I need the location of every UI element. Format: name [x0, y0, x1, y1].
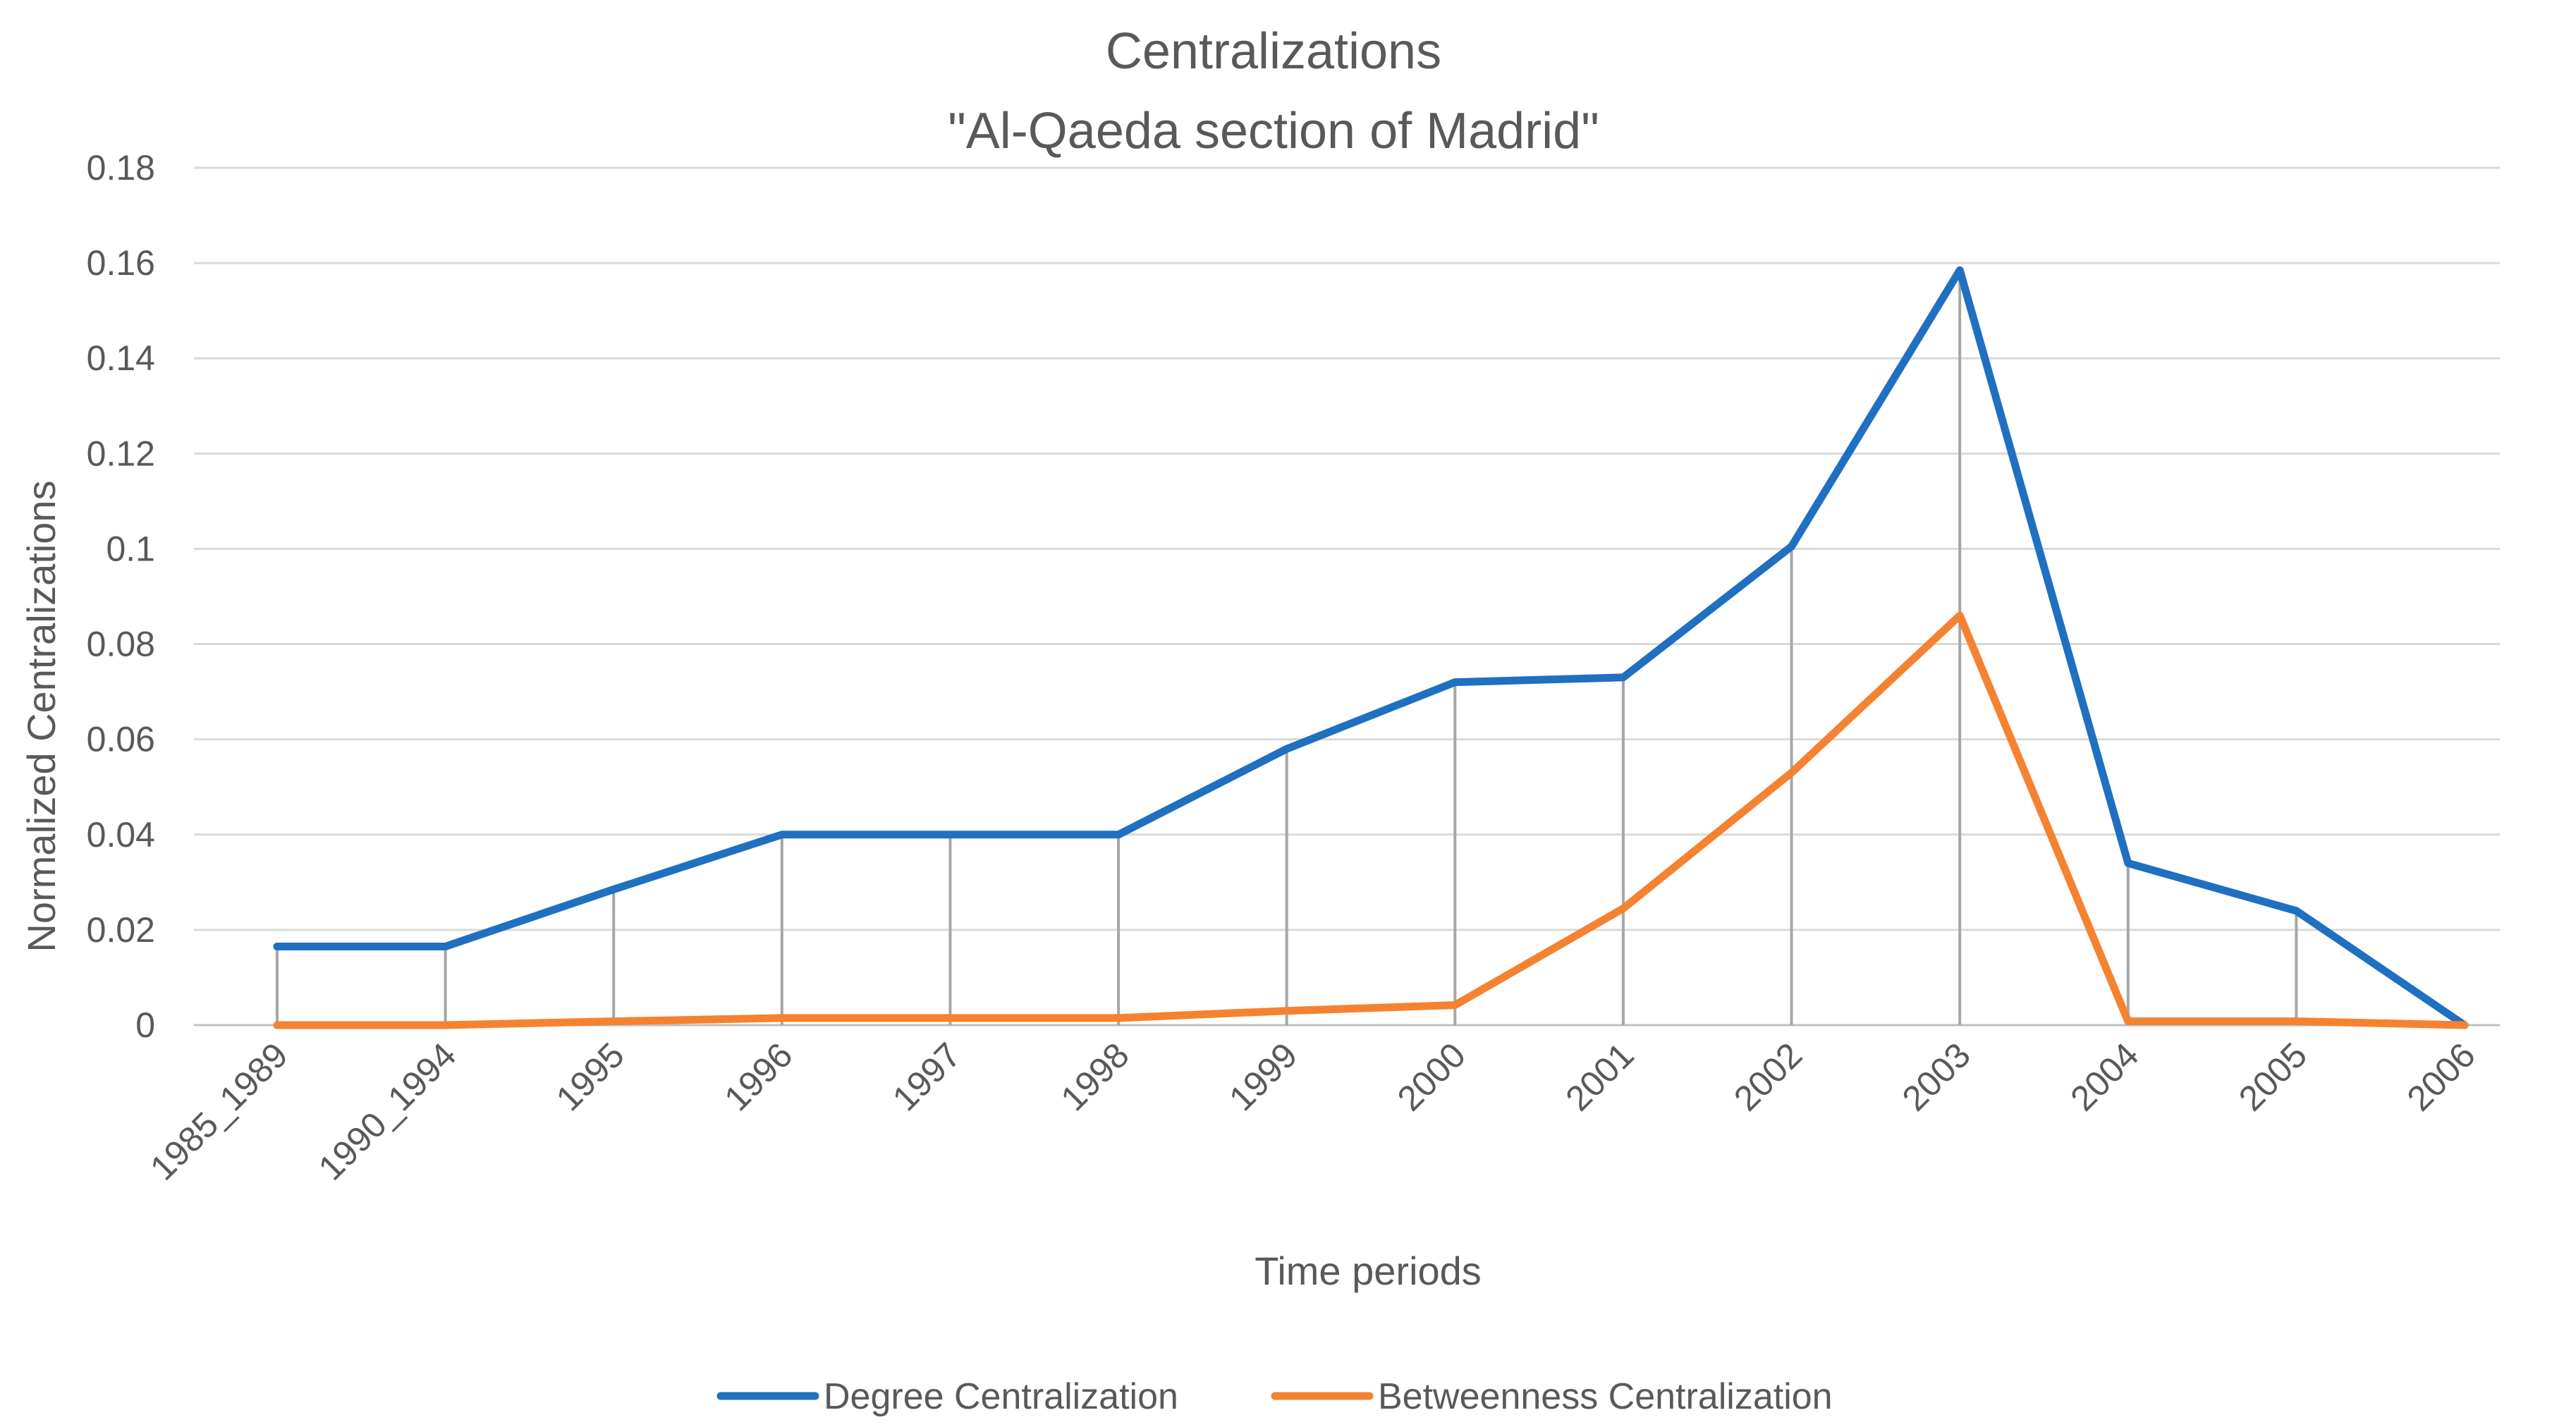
x-tick-label: 2006	[2400, 1035, 2483, 1118]
data-point-betweenness[interactable]	[1451, 1001, 1459, 1010]
x-tick-label: 1998	[1054, 1035, 1137, 1118]
legend-item-betweenness[interactable]: Betweenness Centralization	[1271, 1376, 1833, 1417]
data-point-degree[interactable]	[946, 831, 954, 839]
y-tick-label: 0.08	[87, 625, 155, 664]
data-point-betweenness[interactable]	[946, 1014, 954, 1022]
y-tick-label: 0.12	[87, 434, 155, 473]
x-tick-label: 1999	[1221, 1035, 1305, 1118]
data-point-betweenness[interactable]	[273, 1021, 281, 1029]
x-axis-label: Time periods	[1255, 1249, 1482, 1293]
data-point-betweenness[interactable]	[1788, 768, 1796, 777]
data-point-betweenness[interactable]	[1619, 904, 1628, 912]
y-axis-ticks: 0 0.02 0.04 0.06 0.08 0.1 0.12 0.14 0.16 0.18	[87, 148, 155, 1045]
series-line-betweenness[interactable]	[273, 611, 2469, 1029]
data-point-betweenness[interactable]	[609, 1017, 618, 1026]
data-point-degree[interactable]	[1955, 266, 1964, 274]
legend-label-betweenness: Betweenness Centralization	[1378, 1376, 1833, 1417]
y-tick-label: 0.06	[87, 720, 155, 759]
x-tick-label: 2001	[1558, 1035, 1641, 1118]
data-point-betweenness[interactable]	[1283, 1007, 1291, 1015]
data-point-degree[interactable]	[1619, 673, 1628, 682]
drop-lines	[276, 270, 2298, 1025]
data-point-betweenness[interactable]	[2292, 1017, 2300, 1026]
data-point-betweenness[interactable]	[2124, 1017, 2132, 1026]
data-point-degree[interactable]	[778, 831, 786, 839]
series-lines	[273, 266, 2469, 1029]
series-line-degree[interactable]	[273, 266, 2469, 1029]
data-point-degree[interactable]	[1283, 745, 1291, 753]
y-axis-label: Normalized Centralizations	[19, 480, 63, 952]
x-tick-label: 1985_1989	[142, 1035, 295, 1188]
x-tick-label: 1995	[549, 1035, 632, 1118]
data-point-betweenness[interactable]	[441, 1021, 450, 1029]
data-point-betweenness[interactable]	[1955, 611, 1964, 620]
x-tick-label: 1997	[885, 1035, 968, 1118]
x-axis-ticks: 1985_1989 1990_1994 1995 1996 1997 1998 1999 20…	[142, 1035, 2483, 1188]
x-tick-label: 2004	[2063, 1035, 2146, 1118]
y-tick-label: 0.14	[87, 338, 155, 378]
y-tick-label: 0.16	[87, 243, 155, 283]
y-tick-label: 0.02	[87, 910, 155, 950]
x-tick-label: 2000	[1390, 1035, 1473, 1118]
x-tick-label: 2002	[1726, 1035, 1809, 1118]
data-point-degree[interactable]	[2292, 907, 2300, 915]
data-point-degree[interactable]	[441, 943, 450, 951]
data-point-degree[interactable]	[2124, 859, 2132, 867]
data-point-betweenness[interactable]	[778, 1014, 786, 1022]
data-point-betweenness[interactable]	[1114, 1014, 1123, 1022]
legend-item-degree[interactable]: Degree Centralization	[716, 1376, 1178, 1417]
legend: Degree Centralization Betweenness Centra…	[716, 1376, 1833, 1417]
y-tick-label: 0.18	[87, 148, 155, 188]
y-tick-label: 0.1	[106, 529, 155, 568]
chart-subtitle: "Al-Qaeda section of Madrid"	[948, 103, 1599, 159]
data-point-degree[interactable]	[273, 943, 281, 951]
gridlines	[194, 166, 2500, 1027]
y-tick-label: 0.04	[87, 815, 155, 855]
data-point-degree[interactable]	[1114, 831, 1123, 839]
legend-label-degree: Degree Centralization	[824, 1376, 1178, 1417]
data-point-degree[interactable]	[609, 885, 618, 893]
x-tick-label: 2005	[2231, 1035, 2314, 1118]
y-tick-label: 0	[135, 1005, 155, 1045]
chart-title: Centralizations	[1106, 23, 1441, 80]
x-tick-label: 1996	[716, 1035, 800, 1118]
x-tick-label: 2003	[1895, 1035, 1978, 1118]
data-point-degree[interactable]	[1788, 542, 1796, 551]
data-point-betweenness[interactable]	[2460, 1021, 2469, 1029]
x-tick-label: 1990_1994	[311, 1035, 464, 1188]
data-point-degree[interactable]	[1451, 678, 1459, 687]
